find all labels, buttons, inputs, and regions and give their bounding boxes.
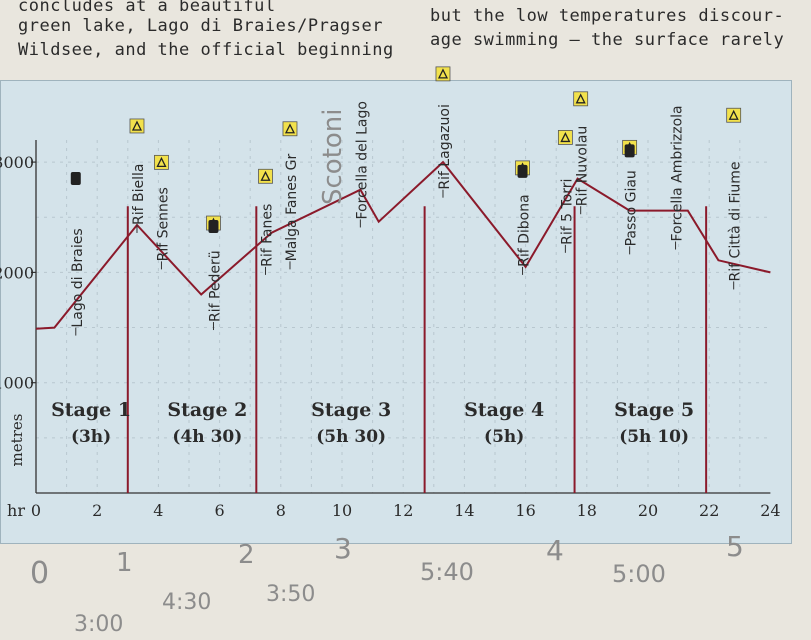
x-tick-label: 14 [454, 501, 474, 520]
stage-name-label: Stage 1 [51, 399, 131, 421]
page-text-right-2: age swimming – the surface rarely [430, 30, 785, 50]
x-tick-label: 12 [393, 501, 413, 520]
chart-panel [0, 80, 792, 544]
point-label: Rif Biella [131, 164, 147, 225]
page-text-left-1: concludes at a beautiful [18, 0, 276, 16]
handwritten-time-1: 3:00 [74, 612, 124, 637]
point-label: Rif 5 Torri [559, 179, 575, 245]
point-label: Passo Giau [624, 170, 640, 246]
point-label: Rif Sennes [155, 187, 171, 261]
x-axis-label: hr [7, 501, 25, 520]
point-label: Forcella Ambrizzola [670, 105, 686, 241]
x-tick-label: 8 [276, 501, 286, 520]
page-text-left-2: green lake, Lago di Braies/Pragser [18, 16, 383, 36]
bus-icon [208, 220, 219, 234]
page-text-right-1: but the low temperatures discour- [430, 6, 785, 26]
stage-time-label: (5h 30) [316, 427, 386, 447]
hut-icon-roof [260, 170, 271, 181]
x-tick-label: 2 [92, 501, 102, 520]
elevation-profile-line [35, 160, 771, 330]
x-tick-label: 22 [699, 501, 719, 520]
hut-icon-roof [156, 156, 167, 168]
stage-name-label: Stage 2 [167, 399, 247, 421]
x-tick-label: 6 [215, 501, 225, 520]
point-label: Rif Fanes [260, 204, 276, 267]
hut-icon-roof [437, 68, 449, 79]
x-tick-label: 16 [515, 501, 535, 520]
handwritten-day-2: 2 [238, 540, 255, 570]
handwritten-time-5: 5:00 [612, 560, 666, 588]
point-label: Malga Fanes Gr [284, 153, 300, 261]
point-label: Rif Città di Fiume [728, 161, 744, 281]
handwritten-scotoni: Scotoni [318, 108, 348, 205]
x-tick-label: 4 [153, 501, 163, 520]
stage-name-label: Stage 5 [614, 399, 694, 421]
point-label: Rif Lagazuoi [437, 104, 453, 190]
y-tick-label: 3000 [0, 153, 34, 172]
hut-icon-roof [575, 93, 586, 104]
handwritten-time-4: 5:40 [420, 558, 474, 586]
stage-name-label: Stage 4 [464, 399, 544, 421]
point-label: Rif Dibona [517, 194, 533, 267]
handwritten-day-5: 5 [726, 530, 744, 563]
hut-icon-roof [728, 109, 739, 120]
handwritten-day-4: 4 [546, 534, 564, 567]
stage-time-label: (4h 30) [172, 427, 242, 447]
point-label: Forcella del Lago [354, 101, 370, 219]
point-label: Rif Pederü [207, 250, 223, 322]
handwritten-day-1: 1 [116, 548, 133, 578]
x-tick-label: 10 [332, 501, 352, 520]
hut-icon-roof [560, 131, 571, 143]
handwritten-time-2: 4:30 [162, 590, 212, 615]
stage-name-label: Stage 3 [311, 399, 391, 421]
handwritten-day-3: 3 [334, 532, 352, 565]
x-tick-label: 24 [760, 501, 780, 520]
x-tick-label: 0 [31, 501, 41, 520]
stage-time-label: (5h) [484, 427, 524, 447]
handwritten-day-0: 0 [30, 556, 50, 591]
page-text-left-3: Wildsee, and the official beginning [18, 40, 394, 60]
hut-icon-roof [284, 123, 296, 134]
hut-icon-roof [131, 120, 143, 131]
point-label: Lago di Braies [70, 228, 86, 327]
y-tick-label: 1000 [0, 374, 34, 393]
stage-time-label: (5h 10) [619, 427, 689, 447]
handwritten-time-3: 3:50 [266, 582, 316, 607]
stage-time-label: (3h) [71, 427, 111, 447]
x-tick-label: 20 [638, 501, 658, 520]
y-axis-label: metres [8, 414, 26, 467]
y-tick-label: 2000 [0, 263, 34, 282]
bus-icon [624, 144, 635, 158]
bus-icon [70, 171, 81, 185]
x-tick-label: 18 [577, 501, 597, 520]
point-label: Rif Nuvolau [575, 126, 591, 207]
bus-icon [517, 164, 528, 178]
